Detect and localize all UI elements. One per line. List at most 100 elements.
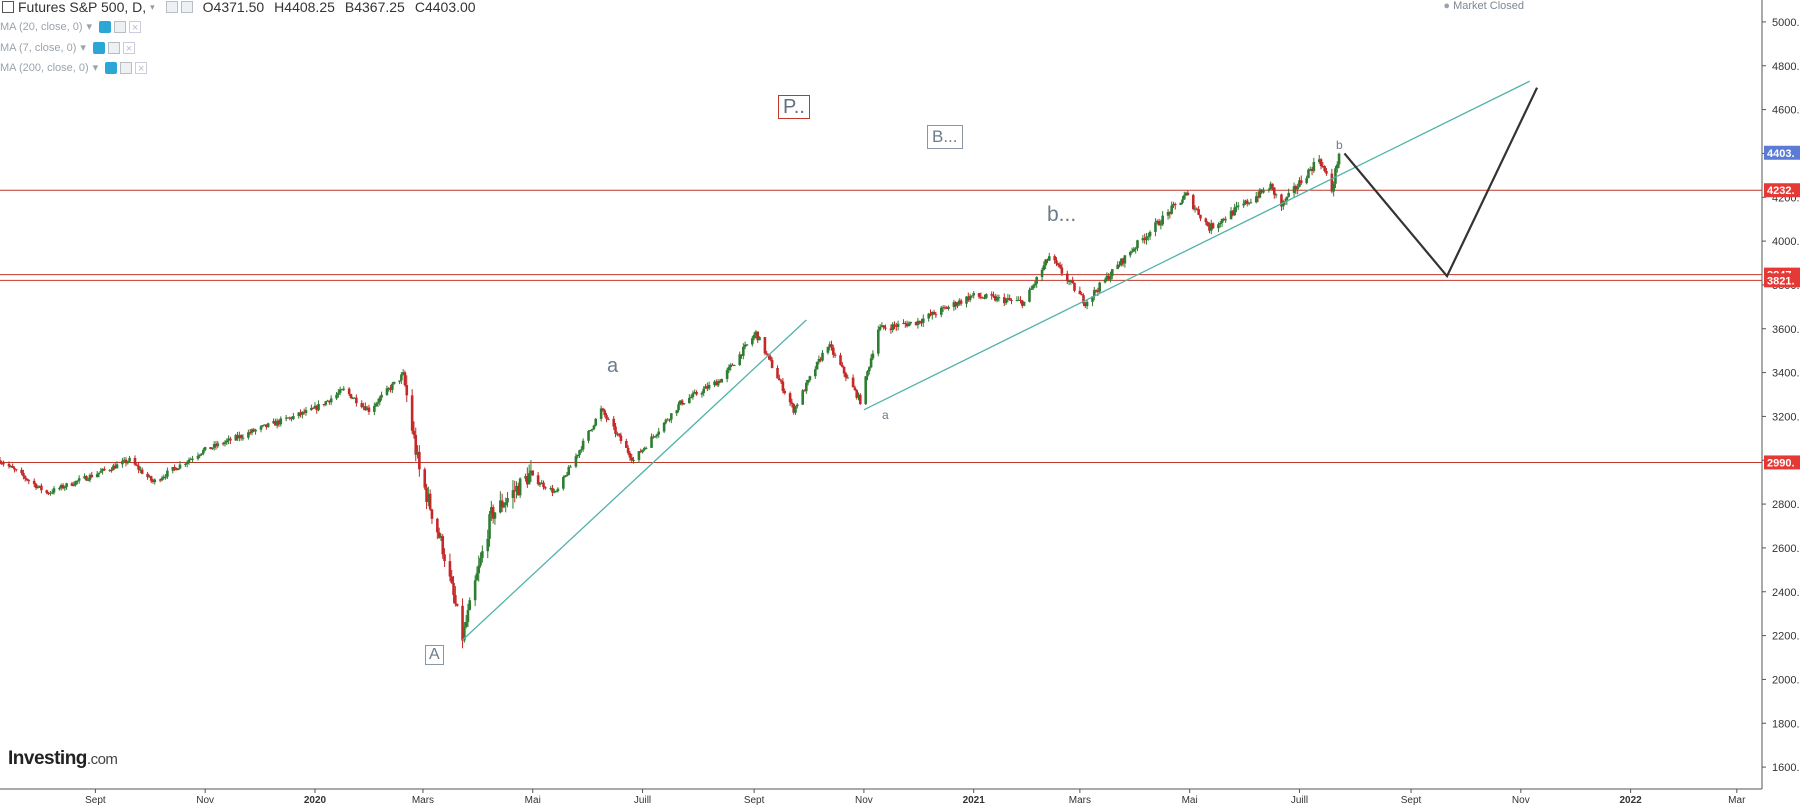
trendline (462, 319, 807, 641)
candle-body (531, 470, 535, 476)
wave-label-a-text[interactable]: a (607, 355, 619, 377)
settings-icon[interactable] (165, 1, 178, 13)
y-tick-label: 2600. (1772, 543, 1800, 555)
candle-body (277, 420, 281, 425)
candle-body (322, 403, 326, 405)
candle-body (790, 402, 794, 405)
chevron-down-icon[interactable]: ▾ (80, 42, 86, 54)
candle-body (727, 367, 731, 371)
indicator-ma20[interactable]: MA (20, close, 0) ▾ × (0, 20, 142, 34)
candle-body (637, 451, 641, 460)
candle-body (952, 302, 956, 307)
candle-body (1319, 159, 1323, 167)
candle-body (311, 407, 315, 409)
chevron-down-icon[interactable]: ▾ (92, 62, 99, 74)
candle-body (921, 318, 925, 323)
x-tick-label: Juill (634, 795, 651, 806)
x-tick-label: Sept (744, 795, 765, 806)
level-price-tag (1764, 455, 1800, 470)
candle-body (175, 467, 178, 471)
candle-body (9, 465, 13, 467)
indicator-ma7[interactable]: MA (7, close, 0) ▾ × (0, 41, 135, 55)
candle-body (34, 483, 38, 489)
candle-body (38, 485, 41, 487)
candle-body (947, 306, 950, 309)
candle-body (1148, 231, 1152, 237)
collapse-icon[interactable] (2, 1, 14, 13)
close-icon[interactable]: × (122, 41, 135, 55)
candle-body (398, 380, 401, 382)
candle-body (853, 387, 857, 391)
candle-body (214, 443, 218, 447)
y-tick-label: 2000. (1772, 674, 1800, 686)
candle-body (655, 434, 659, 437)
ohlc-close: C4403.00 (414, 0, 476, 15)
candle-body (450, 576, 454, 583)
candle-body (1173, 203, 1177, 205)
gear-icon[interactable] (120, 61, 133, 74)
candle-body (385, 388, 389, 395)
candle-body (977, 293, 981, 297)
candle-body (1035, 277, 1038, 284)
candle-body (1206, 222, 1209, 226)
candle-body (148, 476, 151, 478)
candle-body (466, 610, 470, 622)
candle-body (58, 488, 61, 490)
eye-icon[interactable] (105, 61, 118, 74)
candle-body (1244, 200, 1247, 204)
candle-body (581, 440, 585, 450)
candle-body (463, 626, 466, 641)
wave-label-small-b[interactable]: b (1336, 138, 1343, 152)
chevron-down-icon[interactable]: ▾ (86, 21, 93, 33)
candle-body (425, 487, 428, 502)
candle-body (589, 430, 592, 432)
candle-body (896, 323, 900, 327)
wave-label-small-a[interactable]: a (882, 408, 889, 422)
eye-icon[interactable] (99, 20, 112, 33)
wave-label-b-box[interactable]: B... (927, 125, 963, 149)
close-icon[interactable]: × (135, 61, 148, 75)
copy-icon[interactable] (180, 1, 193, 13)
candle-body (587, 431, 590, 441)
investing-logo: Investing.com (8, 748, 118, 770)
candle-body (252, 429, 256, 432)
gear-icon[interactable] (114, 20, 127, 33)
chevron-down-icon[interactable]: ▾ (150, 1, 155, 12)
candle-body (140, 469, 144, 474)
candle-body (527, 473, 531, 485)
candle-body (664, 419, 668, 423)
wave-label-b-text[interactable]: b... (1047, 203, 1077, 226)
eye-icon[interactable] (92, 41, 105, 54)
candle-body (266, 423, 270, 428)
candle-body (1312, 162, 1316, 171)
candle-body (1028, 289, 1031, 302)
candle-body (821, 352, 824, 361)
candle-body (185, 462, 189, 464)
candle-body (1107, 275, 1110, 280)
candle-body (578, 450, 581, 455)
candle-body (781, 381, 785, 391)
candle-body (158, 479, 162, 481)
wave-label-p[interactable]: P.. (778, 95, 810, 119)
y-tick-label: 3200. (1772, 411, 1800, 423)
candle-body (592, 425, 596, 430)
candle-body (630, 457, 634, 461)
candle-body (599, 408, 603, 419)
close-icon[interactable]: × (129, 20, 142, 34)
indicator-ma200[interactable]: MA (200, close, 0) ▾ × (0, 61, 148, 75)
candle-body (677, 404, 680, 411)
gear-icon[interactable] (107, 41, 120, 54)
candle-body (877, 329, 880, 354)
candle-body (869, 358, 873, 368)
candle-body (859, 394, 862, 405)
candle-body (562, 477, 565, 489)
candle-body (1022, 301, 1026, 306)
candle-body (410, 395, 414, 431)
candle-body (1006, 298, 1010, 300)
x-tick-label: Sept (85, 795, 106, 806)
wave-label-a-box[interactable]: A (425, 645, 444, 665)
candle-body (707, 384, 711, 389)
candle-body (1199, 214, 1202, 219)
candle-body (1044, 259, 1047, 266)
